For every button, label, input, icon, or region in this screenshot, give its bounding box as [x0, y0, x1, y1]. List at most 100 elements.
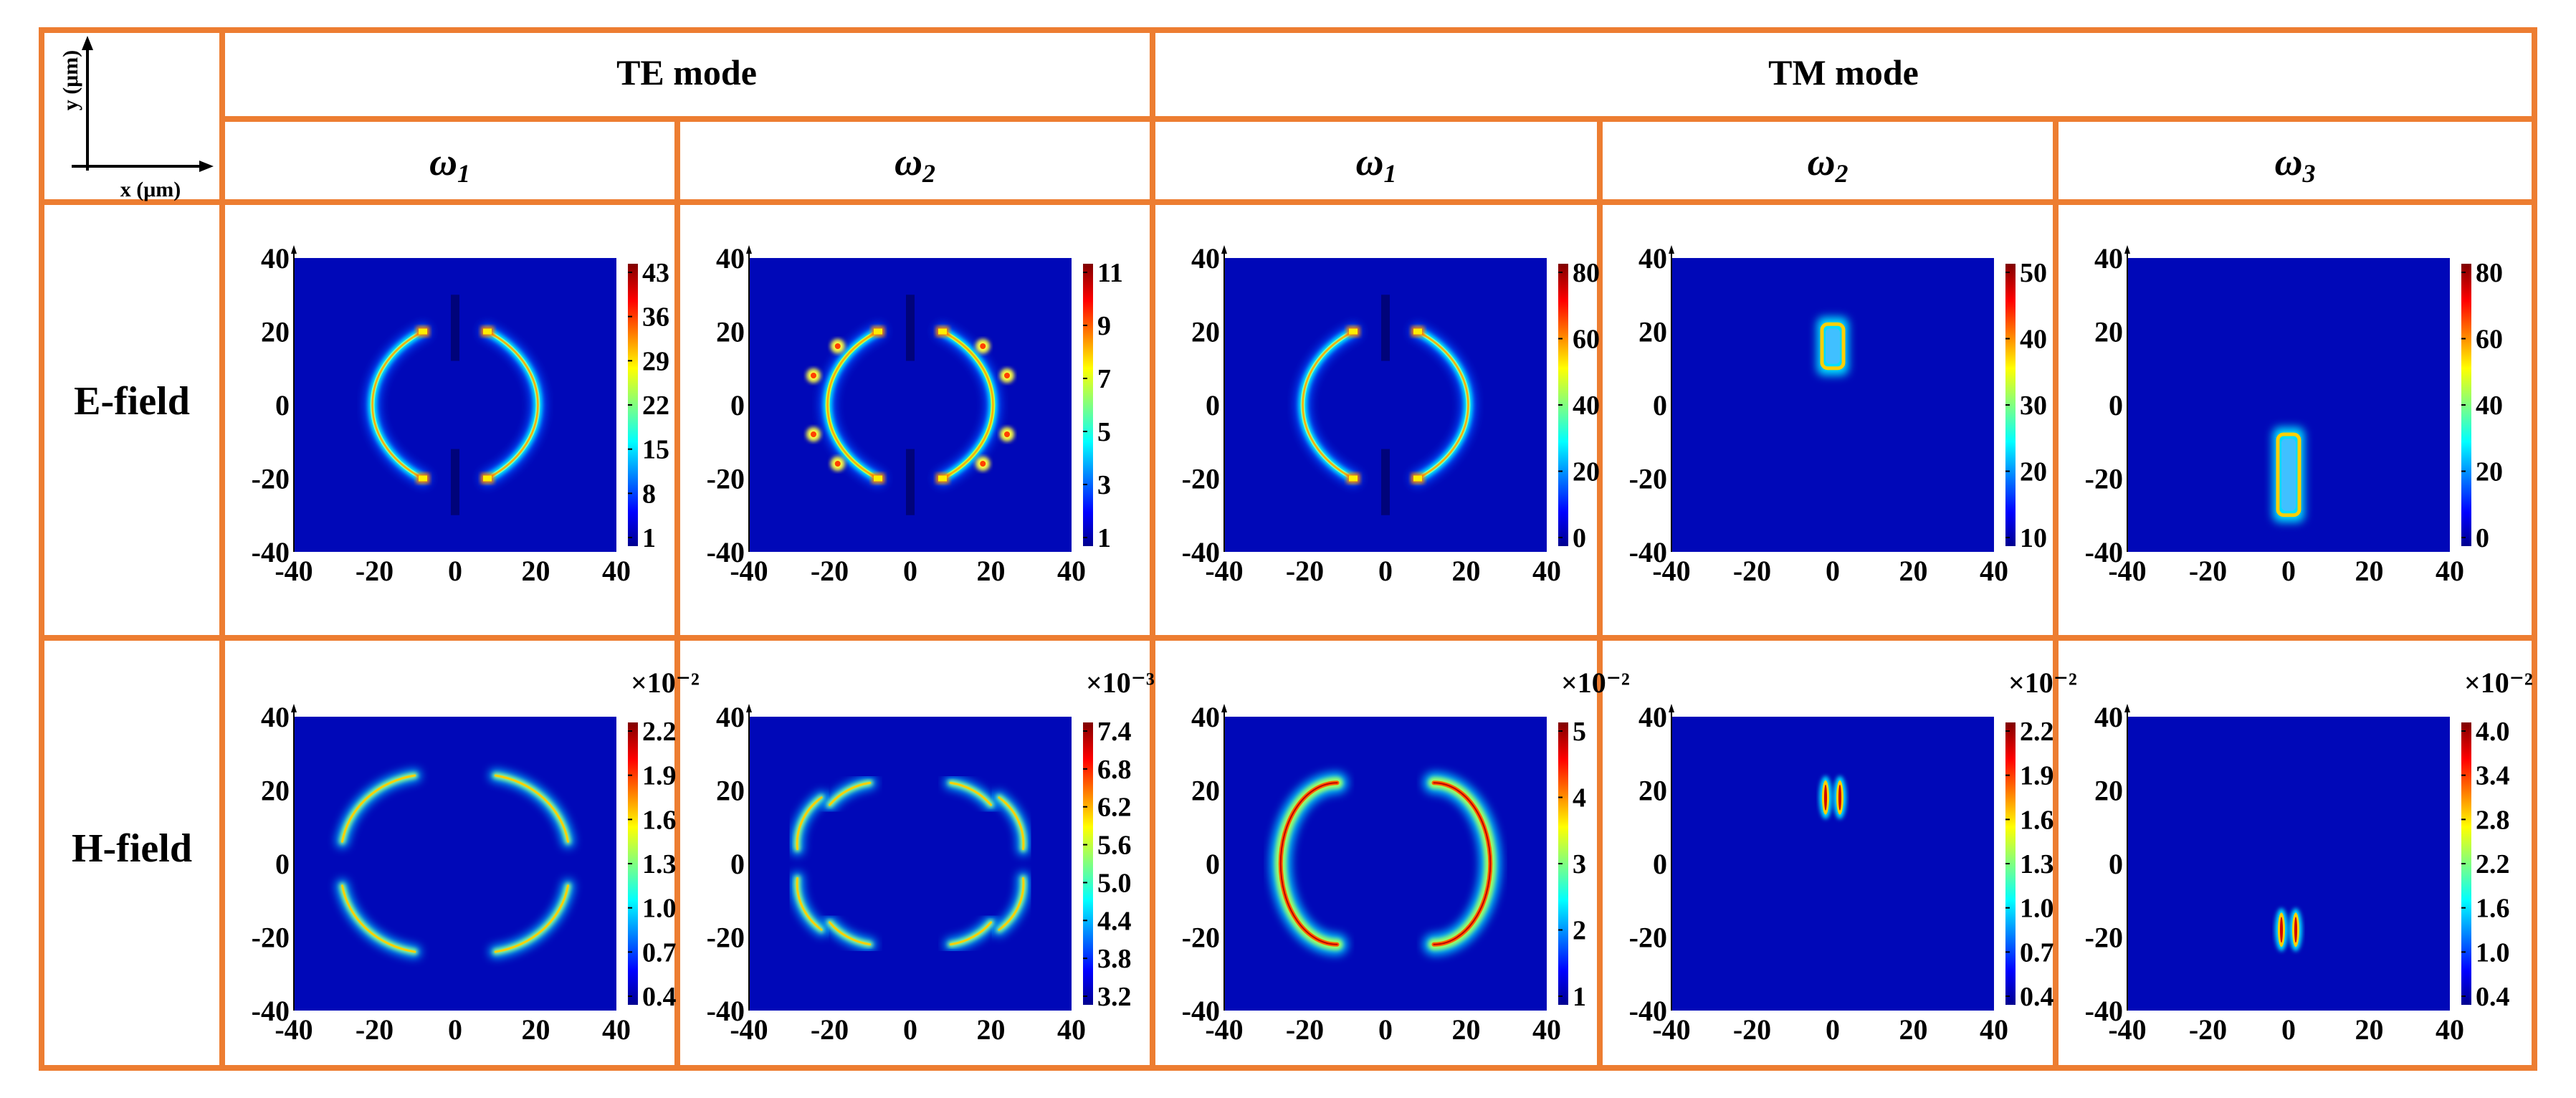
colorbar-tick-label: 40 [1573, 391, 1600, 421]
x-tick-label: -40 [1205, 555, 1243, 587]
heatmap-panel-e-field-te-omega2: 40 20 0 -20 -40-40 -20 0 20 40 11 9 7 5 3 1 [707, 242, 1123, 587]
x-tick-label: 0 [2281, 1013, 2296, 1046]
heatmap-panel-e-field-te-omega1: 40 20 0 -20 -40-40 -20 0 20 40 43 36 29 22 15 8 1 [252, 242, 669, 587]
colorbar-tick-label: 3.4 [2476, 761, 2510, 791]
heatmap-panel-h-field-tm-omega3: 40 20 0 -20 -40-40 -20 0 20 40 4.0 3.4 2.8 2.2 1.6 1.0… [2085, 667, 2533, 1046]
colorbar-tick-label: 11 [1097, 258, 1123, 288]
y-tick-label: 0 [2109, 389, 2123, 421]
colorbar-h-field-tm-omega1 [1558, 722, 1568, 1005]
y-tick-label: 40 [261, 242, 290, 274]
row-label-h-field: H-field [72, 826, 192, 871]
colorbar-h-field-tm-omega3 [2461, 722, 2471, 1005]
colorbar-tick-label: 0.7 [2020, 937, 2054, 968]
y-tick-label: -40 [1182, 995, 1220, 1027]
column-header-te-omega-1: ω1 [429, 140, 470, 188]
y-tick-label: -20 [252, 922, 290, 954]
x-tick-label: 0 [903, 1013, 917, 1046]
y-tick-label: 0 [730, 848, 745, 880]
axis-x-label: x (μm) [120, 178, 181, 201]
colorbar-tick-label: 1.3 [642, 849, 677, 879]
y-tick-label: 20 [2094, 316, 2123, 348]
colorbar-e-field-tm-omega2 [2005, 264, 2016, 546]
y-tick-label: 0 [1653, 389, 1667, 421]
colorbar-tick-label: 1 [1097, 523, 1111, 553]
colorbar-tick-label: 0 [2476, 523, 2489, 553]
x-tick-label: 0 [1826, 1013, 1840, 1046]
y-tick-label: -20 [1182, 463, 1220, 495]
x-tick-label: 0 [448, 555, 462, 587]
colorbar-tick-label: 2.8 [2476, 805, 2510, 835]
y-tick-label: 20 [261, 316, 290, 348]
colorbar-tick-label: 9 [1097, 311, 1111, 341]
x-tick-label: -40 [2108, 1013, 2146, 1046]
colorbar-tick-label: 22 [642, 391, 669, 421]
y-tick-label: 0 [275, 848, 290, 880]
colorbar-tick-label: 30 [2020, 391, 2047, 421]
y-tick-label: 40 [1191, 242, 1220, 274]
colorbar-multiplier: ×10⁻³ [1086, 667, 1155, 699]
colorbar-tick-label: 3 [1097, 470, 1111, 500]
x-tick-label: 40 [2436, 1013, 2464, 1046]
colorbar-tick-label: 80 [1573, 258, 1600, 288]
x-tick-label: 0 [1378, 1013, 1393, 1046]
x-tick-label: 40 [2436, 555, 2464, 587]
colorbar-tick-label: 1.0 [2020, 894, 2054, 924]
x-tick-label: 20 [2355, 1013, 2384, 1046]
x-tick-label: -20 [811, 1013, 849, 1046]
y-tick-label: -20 [2085, 463, 2123, 495]
x-tick-label: 40 [1532, 555, 1561, 587]
x-tick-label: -40 [1205, 1013, 1243, 1046]
y-tick-label: 0 [1206, 389, 1220, 421]
x-tick-label: 20 [522, 1013, 550, 1046]
colorbar-tick-label: 80 [2476, 258, 2503, 288]
x-tick-label: -40 [730, 1013, 768, 1046]
x-tick-label: 40 [1980, 1013, 2008, 1046]
colorbar-h-field-te-omega1 [628, 722, 638, 1005]
colorbar-tick-label: 29 [642, 346, 669, 376]
column-header-tm-omega-2: ω2 [1807, 140, 1848, 188]
x-tick-label: 0 [903, 555, 917, 587]
x-tick-label: -20 [1286, 1013, 1324, 1046]
y-tick-label: 40 [2094, 701, 2123, 733]
colorbar-tick-label: 20 [2476, 457, 2503, 487]
colorbar-tick-label: 5 [1097, 417, 1111, 447]
x-tick-label: -40 [1652, 1013, 1690, 1046]
x-tick-label: 0 [1826, 555, 1840, 587]
x-tick-label: -20 [1733, 555, 1771, 587]
y-tick-label: 20 [1638, 775, 1667, 807]
x-tick-label: 20 [1899, 555, 1928, 587]
colorbar-tick-label: 1.6 [2020, 805, 2054, 835]
y-tick-label: 40 [1638, 242, 1667, 274]
colorbar-tick-label: 20 [2020, 457, 2047, 487]
y-tick-label: 40 [1638, 701, 1667, 733]
x-tick-label: 40 [602, 555, 631, 587]
colorbar-tick-label: 0.4 [2020, 982, 2054, 1012]
colorbar-tick-label: 1.6 [642, 805, 677, 835]
colorbar-tick-label: 0 [1573, 523, 1586, 553]
y-tick-label: -40 [2085, 536, 2123, 568]
y-tick-label: -40 [707, 536, 745, 568]
x-tick-label: 0 [448, 1013, 462, 1046]
x-tick-label: -20 [1286, 555, 1324, 587]
column-header-tm-omega-1: ω1 [1355, 140, 1396, 188]
table-grid [39, 27, 2537, 1071]
colorbar-tick-label: 36 [642, 302, 669, 333]
colorbar-tick-label: 4 [1573, 783, 1586, 813]
x-tick-label: -40 [275, 1013, 313, 1046]
colorbar-tick-label: 4.4 [1097, 906, 1132, 936]
heatmap-panel-e-field-tm-omega2: 40 20 0 -20 -40-40 -20 0 20 40 50 40 30 20 10 [1629, 242, 2047, 587]
x-tick-label: 40 [602, 1013, 631, 1046]
colorbar-tick-label: 0.4 [2476, 982, 2510, 1012]
colorbar-tick-label: 50 [2020, 258, 2047, 288]
colorbar-tick-label: 3.2 [1097, 982, 1132, 1012]
colorbar-tick-label: 60 [2476, 325, 2503, 355]
colorbar-tick-label: 1.9 [642, 761, 677, 791]
colorbar-multiplier: ×10⁻² [2464, 667, 2533, 699]
colorbar-multiplier: ×10⁻² [2008, 667, 2077, 699]
x-tick-label: 40 [1980, 555, 2008, 587]
colorbar-tick-label: 1.0 [642, 894, 677, 924]
row-label-e-field: E-field [74, 379, 190, 424]
y-tick-label: 20 [261, 775, 290, 807]
x-tick-label: -40 [1652, 555, 1690, 587]
colorbar-e-field-tm-omega3 [2461, 264, 2471, 546]
